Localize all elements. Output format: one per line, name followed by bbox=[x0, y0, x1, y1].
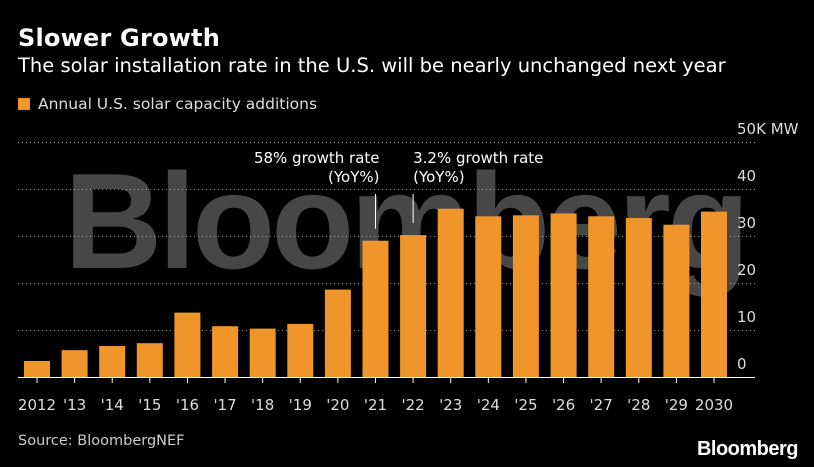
annotation-label: (YoY%) bbox=[328, 168, 379, 186]
chart-legend: Annual U.S. solar capacity additions bbox=[18, 95, 317, 113]
bar bbox=[174, 312, 201, 377]
bar bbox=[61, 350, 88, 377]
bar bbox=[249, 328, 276, 377]
chart-title: Slower Growth bbox=[18, 24, 220, 52]
x-tick-label: '19 bbox=[289, 396, 312, 414]
x-tick-label: '18 bbox=[251, 396, 274, 414]
x-tick-label: '21 bbox=[364, 396, 387, 414]
y-tick-label: 40 bbox=[737, 167, 756, 185]
x-tick-label: '22 bbox=[402, 396, 425, 414]
legend-label: Annual U.S. solar capacity additions bbox=[38, 95, 318, 113]
x-tick-label: 2012 bbox=[18, 396, 56, 414]
bar bbox=[212, 326, 239, 377]
bar bbox=[136, 343, 163, 377]
annotation-label: 3.2% growth rate bbox=[413, 149, 543, 167]
bar bbox=[663, 224, 690, 377]
bar bbox=[99, 346, 126, 377]
x-tick-label: '17 bbox=[213, 396, 236, 414]
legend-swatch bbox=[18, 98, 30, 110]
x-tick-label: '23 bbox=[439, 396, 462, 414]
x-tick-label: '13 bbox=[63, 396, 86, 414]
x-tick-label: '20 bbox=[326, 396, 349, 414]
x-tick-label: '14 bbox=[101, 396, 124, 414]
bar bbox=[475, 216, 502, 377]
bloomberg-logo: Bloomberg bbox=[696, 438, 799, 460]
y-tick-label: 10 bbox=[737, 308, 756, 326]
x-tick-label: '28 bbox=[627, 396, 650, 414]
annotation-label: (YoY%) bbox=[413, 168, 464, 186]
bar bbox=[324, 289, 351, 377]
source-note: Source: BloombergNEF bbox=[18, 433, 185, 449]
x-tick-label: '27 bbox=[590, 396, 613, 414]
y-tick-label: 50K MW bbox=[737, 120, 799, 138]
bar bbox=[362, 240, 389, 377]
bar bbox=[24, 361, 50, 377]
x-tick-label: '29 bbox=[665, 396, 688, 414]
x-tick-label: '24 bbox=[477, 396, 500, 414]
y-tick-label: 30 bbox=[737, 214, 756, 232]
x-tick-label: 2030 bbox=[695, 396, 733, 414]
bar bbox=[625, 218, 652, 377]
x-tick-label: '15 bbox=[138, 396, 161, 414]
x-tick-label: '16 bbox=[176, 396, 199, 414]
bar bbox=[550, 213, 577, 377]
bar bbox=[437, 208, 464, 377]
x-tick-label: '26 bbox=[552, 396, 575, 414]
bar bbox=[512, 215, 539, 377]
y-tick-label: 0 bbox=[737, 355, 747, 373]
bar bbox=[588, 216, 615, 377]
y-tick-label: 20 bbox=[737, 261, 756, 279]
bar bbox=[701, 211, 727, 377]
chart-subtitle: The solar installation rate in the U.S. … bbox=[18, 54, 726, 77]
bar bbox=[287, 323, 314, 377]
x-tick-label: '25 bbox=[514, 396, 537, 414]
bar bbox=[400, 235, 427, 377]
annotation-label: 58% growth rate bbox=[254, 149, 380, 167]
